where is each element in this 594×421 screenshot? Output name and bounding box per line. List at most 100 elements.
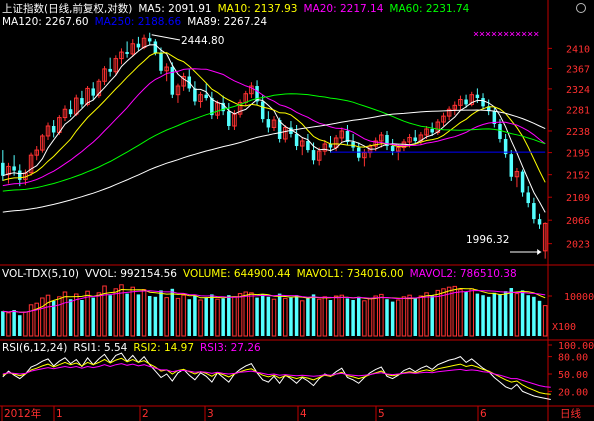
header-item: VOL-TDX(5,10) [2, 268, 79, 280]
candle-body-up [237, 101, 243, 115]
candle-body-up [362, 152, 367, 159]
volume-bar-up [339, 294, 345, 337]
candle-body-down [475, 94, 480, 99]
volume-bar-up [237, 293, 243, 337]
candle-body-down [356, 147, 361, 158]
candle-body-down [492, 111, 497, 125]
candle-body-up [452, 104, 458, 110]
candle-body-down [193, 88, 197, 102]
volume-bar-up [45, 294, 51, 337]
header-item: 上证指数(日线,前复权,对数) [2, 2, 132, 15]
candle-body-down [170, 67, 175, 95]
candle-body-up [119, 51, 124, 60]
marker-row: ××××××××××× [473, 29, 539, 40]
volume-bar-down [306, 298, 310, 336]
volume-bar-down [170, 288, 175, 336]
candle-body-up [249, 85, 254, 95]
volume-bar-up [316, 298, 322, 337]
y-tick-label: 2281 [566, 106, 590, 117]
mavol2-line [2, 289, 546, 313]
candle-body-down [68, 109, 73, 115]
volume-bar-up [373, 295, 378, 337]
volume-bar-down [18, 315, 22, 336]
volume-bar-up [299, 300, 305, 337]
volume-bar-down [356, 296, 361, 336]
candle-body-up [28, 154, 34, 174]
header-item: MA10: 2137.93 [218, 3, 298, 15]
header-item: MA89: 2267.24 [187, 16, 267, 28]
rsi1-line [2, 352, 551, 400]
volume-bar-down [260, 294, 265, 336]
settings-circle-icon[interactable] [576, 3, 586, 13]
volume-bar-up [181, 294, 186, 337]
candle-body-down [486, 106, 491, 112]
x-tick-label: 4 [300, 408, 307, 420]
candle-body-up [85, 87, 90, 105]
candle-body-down [266, 119, 271, 128]
x-tick-label: 6 [480, 408, 487, 420]
candle-body-down [537, 219, 542, 225]
price-header: 上证指数(日线,前复权,对数) MA5: 2091.91 MA10: 2137.93… [2, 2, 470, 15]
header-item: RSI(6,12,24) [2, 342, 67, 354]
candle-body-up [514, 171, 520, 178]
volume-bar-up [175, 297, 181, 337]
volume-bar-down [537, 300, 542, 336]
volume-bar-down [187, 299, 192, 336]
volume-bar-up [96, 292, 102, 337]
candle-body-down [159, 53, 163, 71]
volume-bar-up [164, 297, 169, 337]
volume-panel[interactable]: 10000 [1, 284, 594, 337]
x-tick-label: 5 [378, 408, 385, 420]
candle-body-up [62, 108, 68, 119]
candle-body-up [96, 80, 102, 97]
price-panel[interactable] [1, 32, 548, 259]
candle-body-down [91, 88, 95, 96]
candle-body-up [40, 135, 45, 151]
candle-body-up [441, 115, 446, 123]
volume-bar-up [424, 292, 429, 337]
volume-bar-down [311, 294, 316, 336]
volume-bar-up [333, 295, 339, 337]
volume-bar-up [40, 297, 45, 337]
volume-bar-up [396, 299, 401, 337]
volume-bar-down [221, 298, 225, 336]
y-tick-label: 2367 [566, 64, 590, 75]
volume-bar-up [514, 293, 520, 337]
volume-bar-down [498, 294, 502, 336]
volume-bar-down [492, 292, 497, 336]
candle-body-up [435, 121, 441, 133]
rsi2-line [2, 357, 551, 395]
period-label[interactable]: 日线 [560, 407, 581, 420]
volume-bar-up [542, 305, 548, 337]
volume-bar-down [1, 311, 5, 336]
volume-bar-up [215, 298, 220, 337]
volume-bar-down [289, 297, 293, 336]
volume-bar-up [113, 288, 119, 337]
volume-bar-down [481, 295, 485, 336]
candle-body-down [221, 102, 225, 112]
candle-body-up [164, 66, 169, 72]
candle-body-up [316, 150, 322, 161]
header-item: RSI2: 14.97 [133, 342, 194, 354]
candle-body-down [413, 137, 417, 141]
candle-body-up [396, 147, 401, 152]
volume-bar-down [475, 293, 480, 336]
low-arrowhead [537, 249, 542, 255]
volume-bar-down [255, 297, 259, 336]
candle-body-down [464, 99, 468, 105]
header-item: RSI3: 27.26 [200, 342, 261, 354]
volume-bar-down [12, 310, 16, 336]
candle-body-down [153, 41, 158, 54]
header-item: VOLUME: 644900.44 [183, 268, 291, 280]
candle-body-down [260, 101, 265, 120]
candle-body-down [509, 154, 514, 177]
volume-bar-up [441, 288, 446, 337]
volume-bar-up [23, 311, 28, 337]
candle-body-up [45, 125, 51, 137]
y-tick-label: 2023 [566, 240, 590, 251]
volume-bar-up [418, 295, 424, 337]
volume-bar-up [401, 296, 407, 337]
candle-body-down [204, 94, 208, 99]
candle-body-down [51, 125, 56, 133]
